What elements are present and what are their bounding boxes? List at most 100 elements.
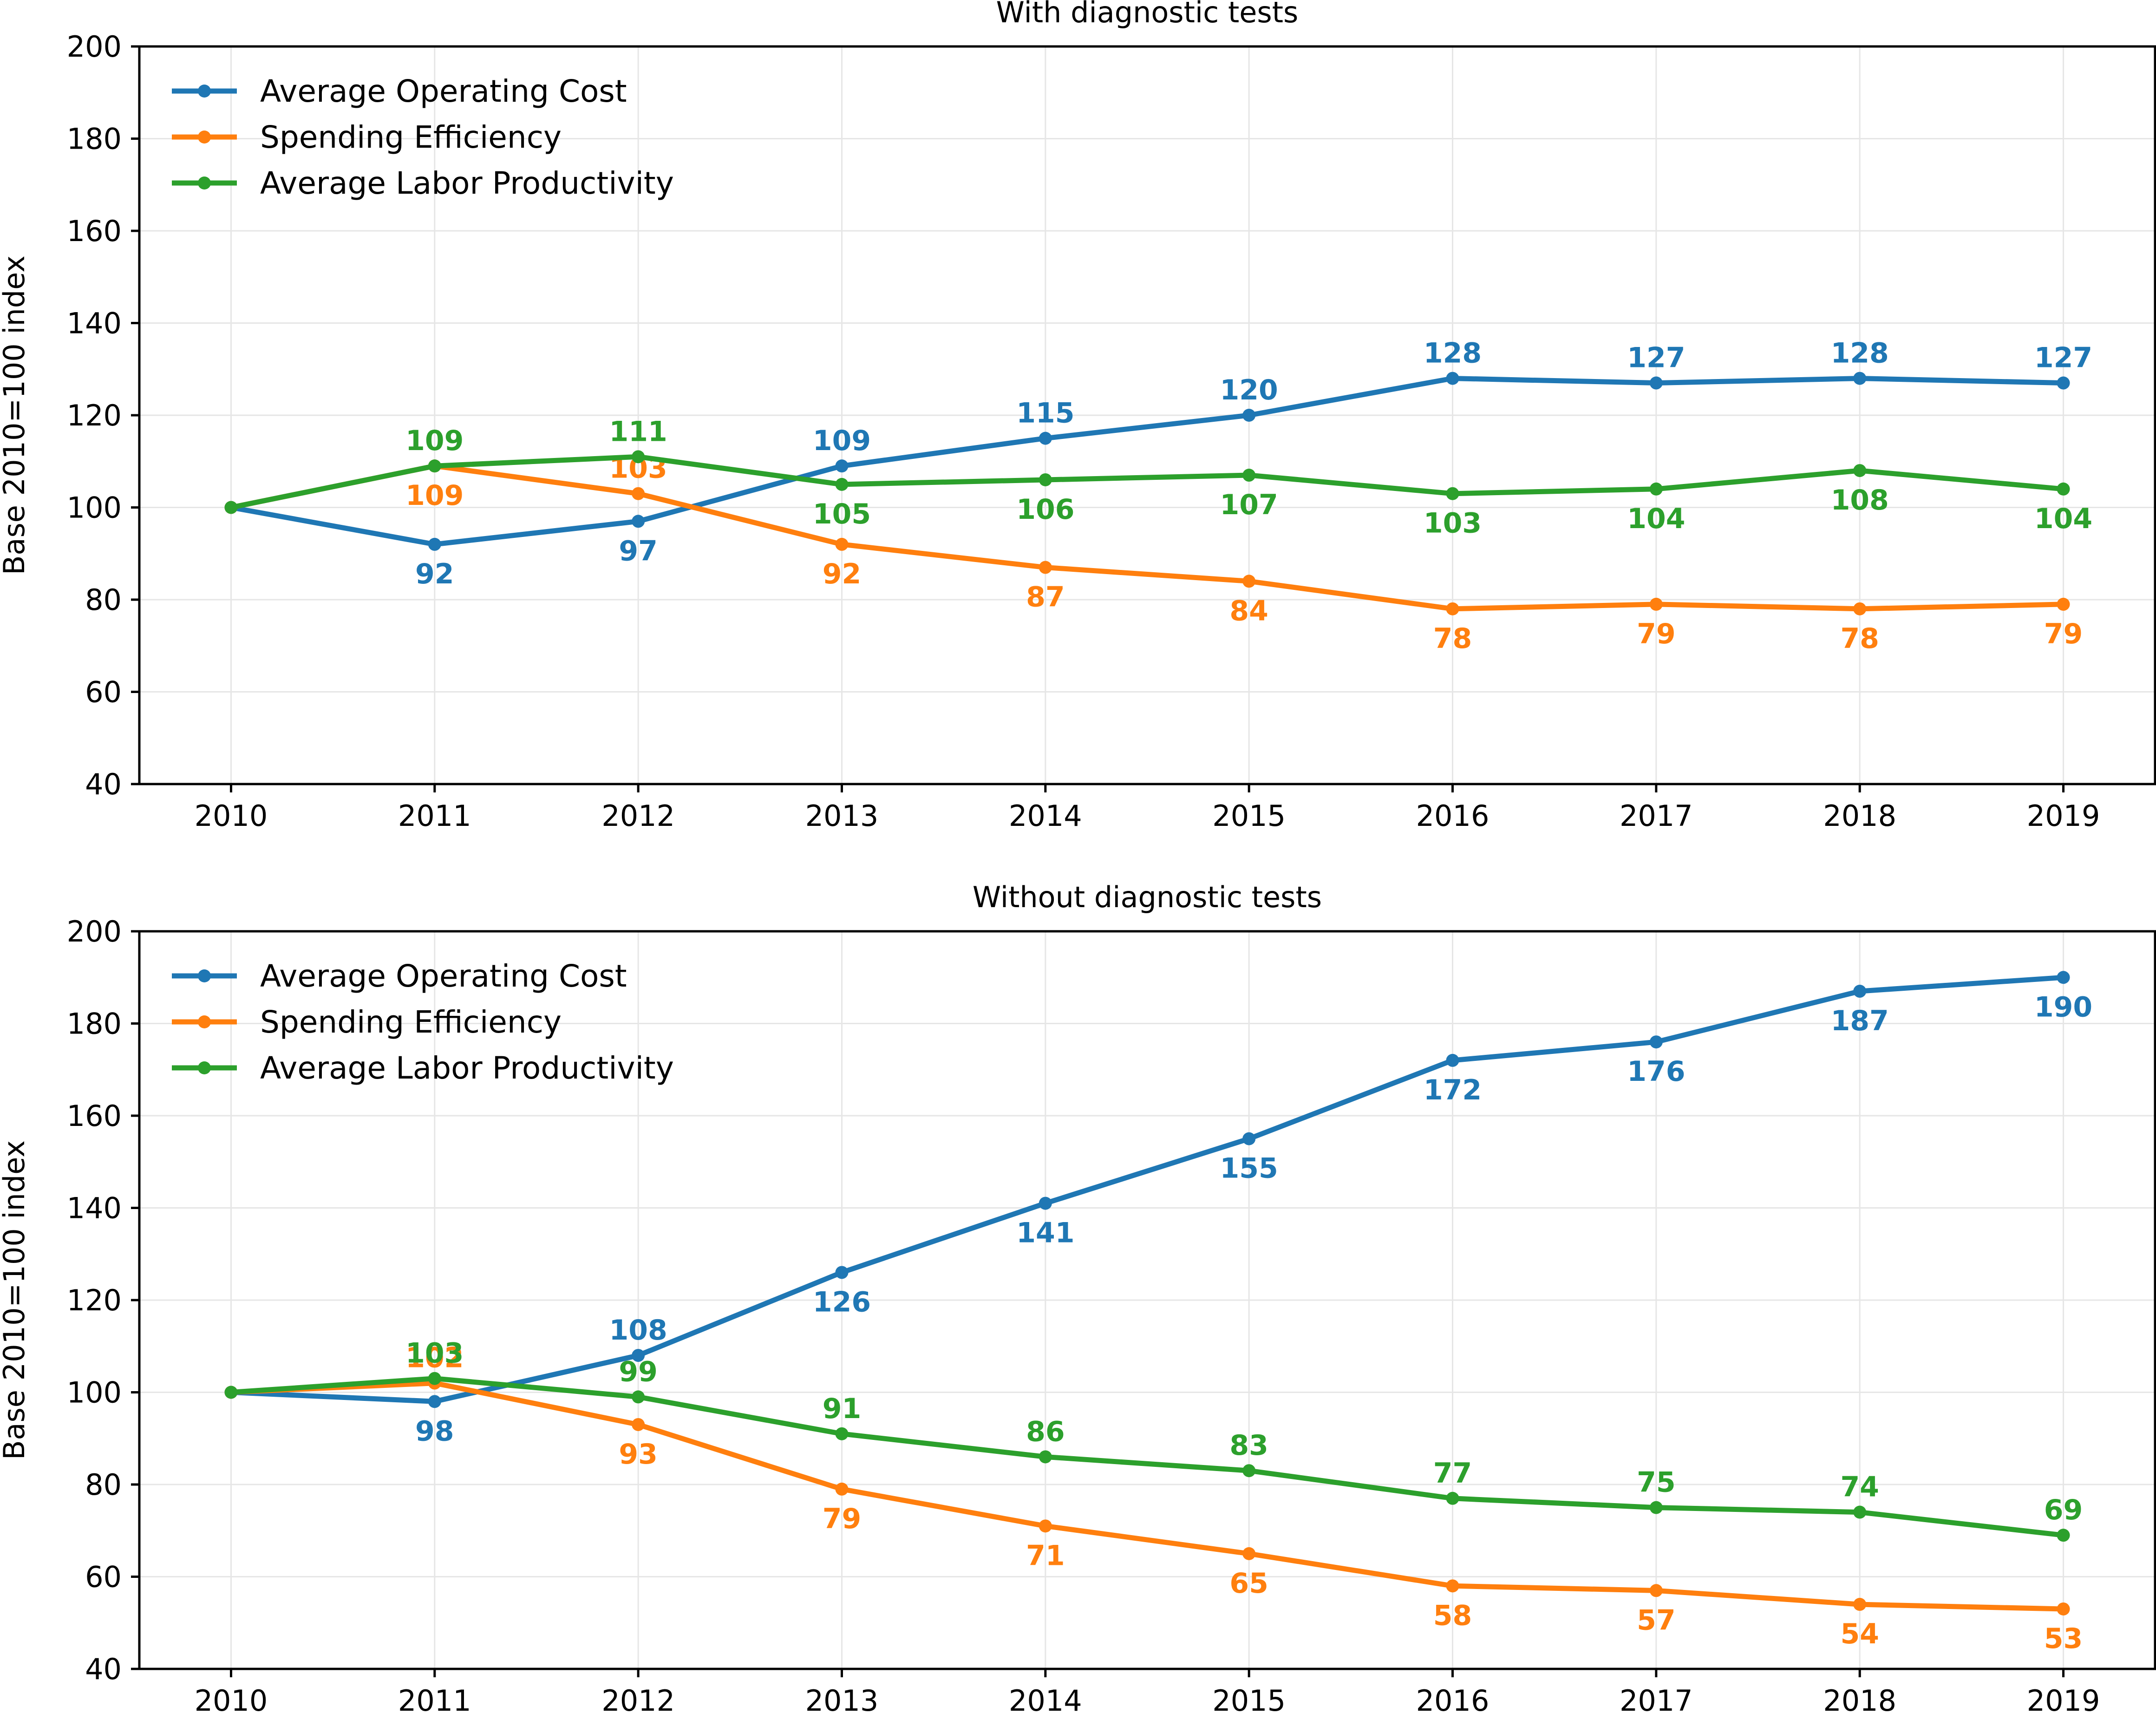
x-tick-label: 2011 bbox=[398, 1684, 471, 1718]
data-label: 78 bbox=[1840, 622, 1879, 655]
plot-frame bbox=[138, 45, 2156, 785]
y-tick-label: 100 bbox=[67, 491, 122, 525]
legend-item-average-operating-cost: Average Operating Cost bbox=[172, 958, 627, 994]
y-tick-label: 200 bbox=[67, 30, 122, 64]
data-label: 79 bbox=[823, 1503, 862, 1535]
data-label: 108 bbox=[1831, 484, 1889, 517]
legend-label: Spending Efficiency bbox=[260, 119, 562, 155]
series-average-labor-productivity: 109 111 105 106 107 103 104 108 104 bbox=[224, 415, 2092, 540]
data-label: 141 bbox=[1016, 1217, 1074, 1249]
series-average-labor-productivity: 103 99 91 86 83 77 75 74 69 bbox=[224, 1337, 2083, 1542]
y-tick-label: 140 bbox=[67, 1191, 122, 1225]
data-point bbox=[1039, 1197, 1052, 1210]
data-point bbox=[632, 515, 645, 528]
data-point bbox=[1039, 1450, 1052, 1464]
data-label: 126 bbox=[813, 1286, 871, 1318]
data-label: 69 bbox=[2044, 1494, 2083, 1526]
data-point bbox=[632, 487, 645, 500]
y-tick-label: 180 bbox=[67, 1007, 122, 1041]
data-point bbox=[1853, 602, 1867, 615]
data-point bbox=[1242, 1464, 1256, 1478]
series-line-average-labor-productivity bbox=[229, 454, 2066, 510]
data-label: 128 bbox=[1831, 337, 1889, 370]
legend-label: Average Labor Productivity bbox=[260, 1050, 674, 1086]
data-point bbox=[1649, 482, 1663, 496]
y-tick-label: 40 bbox=[85, 767, 122, 801]
data-label: 128 bbox=[1424, 337, 1482, 370]
data-label: 75 bbox=[1637, 1466, 1676, 1499]
data-point bbox=[224, 1386, 238, 1399]
data-point bbox=[1039, 473, 1052, 486]
x-tick-label: 2014 bbox=[1009, 799, 1082, 833]
data-point bbox=[428, 537, 441, 551]
data-label: 83 bbox=[1229, 1429, 1268, 1462]
data-point bbox=[835, 1482, 849, 1496]
legend-item-spending-efficiency: Spending Efficiency bbox=[172, 119, 562, 155]
legend-label: Spending Efficiency bbox=[260, 1004, 562, 1040]
data-point bbox=[1242, 1547, 1256, 1560]
data-point bbox=[1242, 409, 1256, 422]
data-point bbox=[835, 477, 849, 491]
data-point bbox=[1649, 1584, 1663, 1597]
data-label: 102 bbox=[405, 1342, 464, 1374]
y-tick-label: 180 bbox=[67, 122, 122, 156]
data-label: 190 bbox=[2034, 991, 2092, 1023]
data-point bbox=[1853, 985, 1867, 998]
data-point bbox=[1853, 1505, 1867, 1519]
data-point bbox=[835, 1266, 849, 1279]
legend-marker bbox=[198, 131, 211, 144]
data-point bbox=[2057, 597, 2070, 611]
legend-label: Average Labor Productivity bbox=[260, 165, 674, 201]
x-tick-label: 2019 bbox=[2027, 799, 2100, 833]
data-label: 108 bbox=[609, 1314, 667, 1347]
data-label: 109 bbox=[405, 425, 464, 457]
y-tick-label: 120 bbox=[67, 399, 122, 432]
grid-lines bbox=[139, 930, 2155, 1670]
data-label: 120 bbox=[1220, 374, 1278, 406]
x-tick-label: 2015 bbox=[1212, 799, 1286, 833]
legend-marker bbox=[198, 85, 211, 98]
data-label: 109 bbox=[405, 479, 464, 512]
series-line-average-operating-cost bbox=[229, 376, 2066, 547]
data-label: 79 bbox=[1637, 618, 1676, 650]
data-label: 87 bbox=[1026, 581, 1065, 614]
series-line-spending-efficiency bbox=[229, 1380, 2066, 1612]
data-label: 58 bbox=[1433, 1599, 1472, 1632]
x-tick-label: 2015 bbox=[1212, 1684, 1286, 1718]
data-point bbox=[224, 501, 238, 514]
data-label: 127 bbox=[1627, 342, 1685, 374]
series-average-operating-cost: 98 108 126 141 155 172 176 187 190 bbox=[224, 971, 2092, 1447]
data-point bbox=[632, 1390, 645, 1404]
data-point bbox=[428, 459, 441, 473]
legend-label: Average Operating Cost bbox=[260, 73, 627, 109]
y-tick-label: 40 bbox=[85, 1652, 122, 1686]
data-label: 105 bbox=[813, 498, 871, 530]
data-point bbox=[2057, 1529, 2070, 1542]
data-label: 97 bbox=[619, 535, 658, 567]
y-tick-label: 80 bbox=[85, 1468, 122, 1502]
data-point bbox=[1446, 1053, 1459, 1067]
legend-item-spending-efficiency: Spending Efficiency bbox=[172, 1004, 562, 1040]
data-label: 187 bbox=[1831, 1005, 1889, 1037]
data-point bbox=[1242, 469, 1256, 482]
data-point bbox=[1649, 597, 1663, 611]
legend-marker bbox=[198, 177, 211, 190]
data-label: 104 bbox=[1627, 503, 1685, 535]
data-point bbox=[1649, 376, 1663, 390]
data-point bbox=[1649, 1501, 1663, 1514]
data-label: 176 bbox=[1627, 1055, 1685, 1088]
legend-item-average-labor-productivity: Average Labor Productivity bbox=[172, 165, 674, 201]
series-spending-efficiency: 109 103 92 87 84 78 79 78 79 bbox=[224, 452, 2083, 655]
data-point bbox=[1649, 1035, 1663, 1049]
x-tick-label: 2019 bbox=[2027, 1684, 2100, 1718]
series-line-average-operating-cost bbox=[229, 974, 2066, 1404]
data-label: 103 bbox=[1424, 507, 1482, 540]
legend-item-average-operating-cost: Average Operating Cost bbox=[172, 73, 627, 109]
x-tick-label: 2012 bbox=[601, 799, 675, 833]
legend-marker bbox=[198, 1015, 211, 1028]
x-tick-label: 2016 bbox=[1416, 1684, 1490, 1718]
data-label: 155 bbox=[1220, 1152, 1278, 1185]
y-tick-label: 120 bbox=[67, 1283, 122, 1317]
x-tick-label: 2018 bbox=[1823, 799, 1896, 833]
